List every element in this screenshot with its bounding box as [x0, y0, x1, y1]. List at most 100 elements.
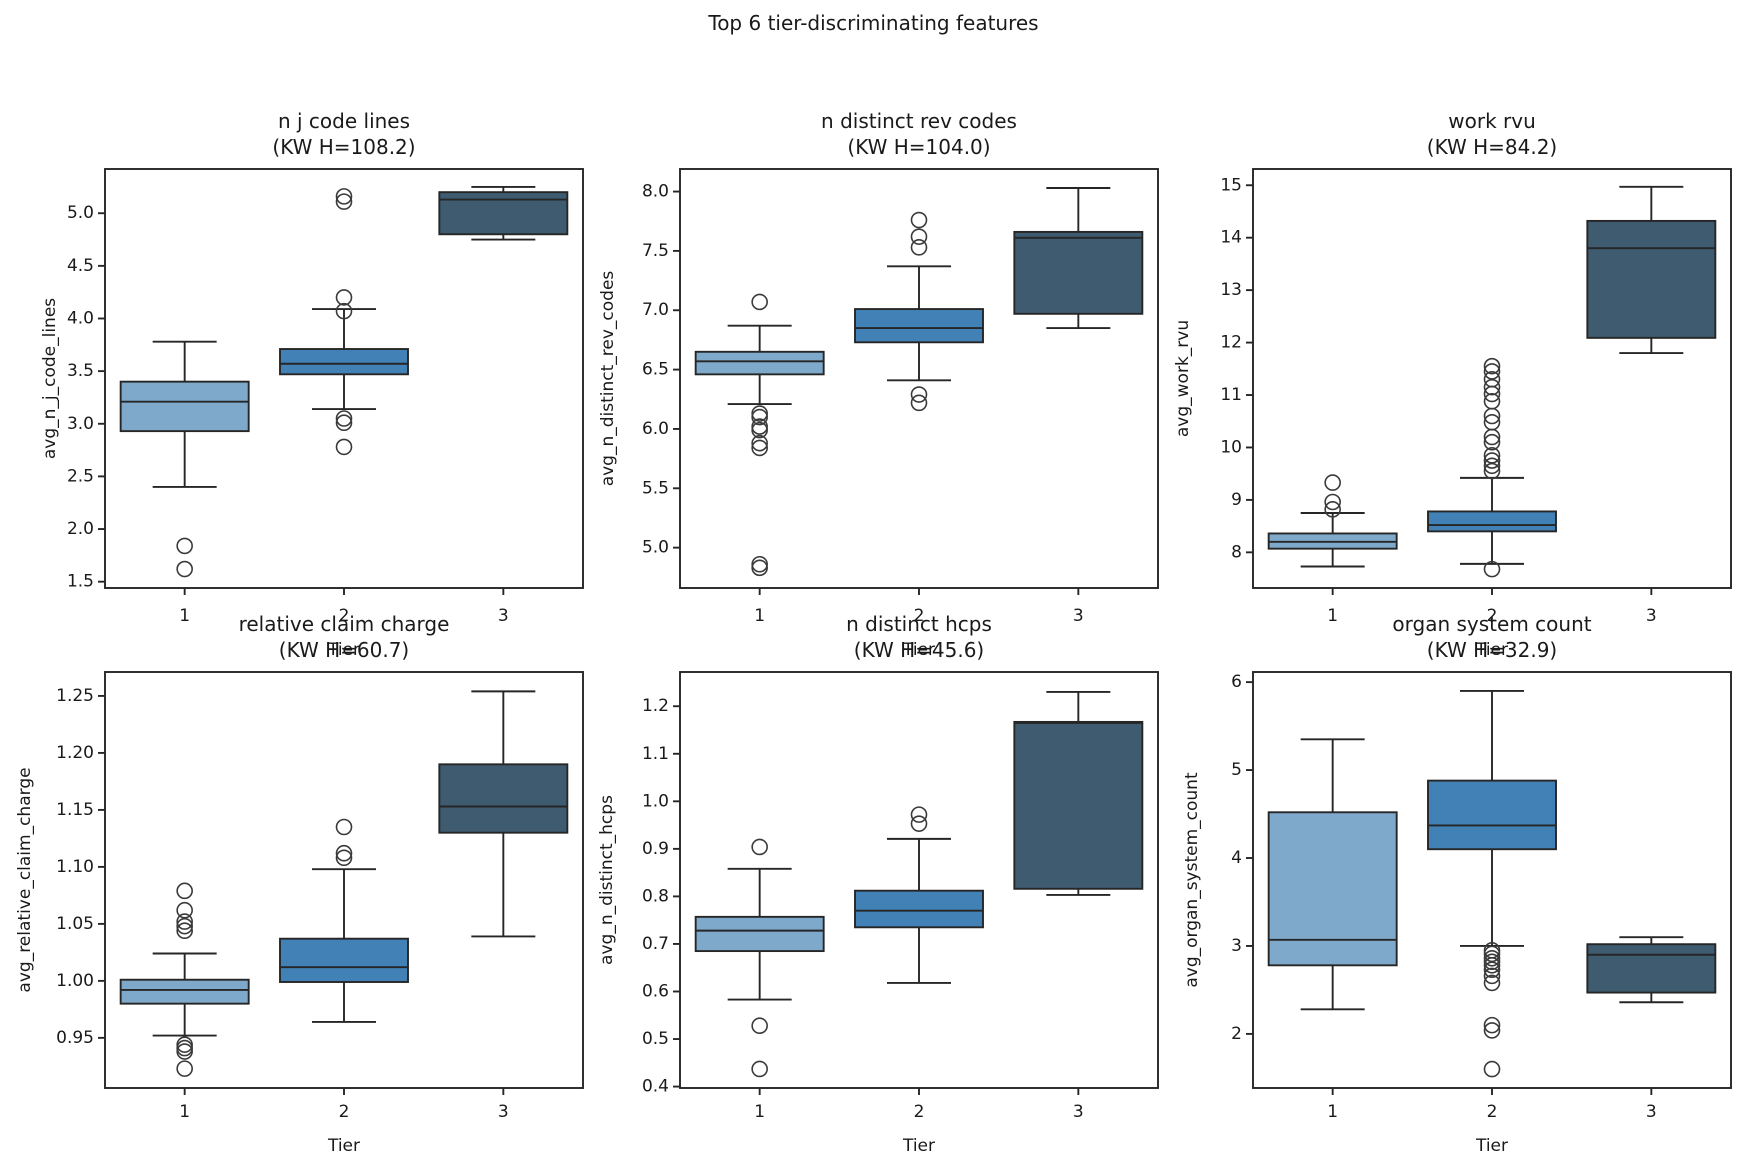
x-axis-label: Tier: [327, 1136, 360, 1156]
outlier-point: [1483, 462, 1501, 480]
box-tier-3: [438, 185, 569, 241]
x-tick-label-tier-3: 3: [498, 1102, 509, 1122]
y-tick-label: 6: [1231, 672, 1242, 692]
subplot-n-j-code-lines: n j code lines(KW H=108.2) 1.5 2.0 2.5 3.0 3.…: [40, 109, 584, 660]
box-tier-3: [1013, 691, 1144, 896]
outlier-point: [1324, 493, 1341, 511]
y-tick-label: 3: [1231, 936, 1242, 956]
outlier-point: [335, 438, 353, 456]
y-tick-label: 12: [1220, 333, 1242, 353]
box-tier-1: [694, 293, 825, 577]
x-axis-label: Tier: [1475, 640, 1508, 660]
iqr-box: [1586, 943, 1717, 994]
y-tick-label: 11: [1220, 385, 1242, 405]
iqr-box: [279, 348, 409, 376]
y-axis-label: avg_n_distinct_hcps: [597, 795, 617, 965]
y-tick-label: 4.0: [67, 308, 94, 328]
iqr-box: [694, 915, 825, 953]
x-axis-label: Tier: [902, 1136, 935, 1156]
outlier-point: [1483, 452, 1501, 469]
box-tier-2: [279, 188, 409, 456]
outlier-point: [751, 1060, 768, 1078]
y-tick-label: 7.0: [642, 300, 669, 320]
subplot-subtitle-kw-stat: (KW H=108.2): [272, 135, 415, 159]
y-tick-label: 1.1: [642, 744, 669, 764]
outlier-point: [1483, 457, 1501, 475]
outlier-point: [176, 913, 193, 930]
subplot-title: work rvu: [1448, 109, 1536, 133]
y-tick-label: 1.00: [56, 971, 94, 991]
iqr-box: [1013, 720, 1144, 890]
iqr-box: [1013, 230, 1144, 315]
x-tick-label-tier-1: 1: [1327, 1102, 1338, 1122]
subplot-subtitle-kw-stat: (KW H=45.6): [854, 638, 984, 662]
iqr-box: [694, 350, 825, 376]
subplot-subtitle-kw-stat: (KW H=60.7): [279, 638, 409, 662]
y-tick-label: 5.5: [642, 478, 669, 498]
subplot-subtitle-kw-stat: (KW H=104.0): [847, 135, 990, 159]
y-tick-label: 4.5: [67, 256, 94, 276]
subplot-n-distinct-rev-codes: n distinct rev codes(KW H=104.0) 5.0 5.5 6.…: [598, 109, 1159, 660]
x-axis-label: Tier: [1475, 1136, 1508, 1156]
x-tick-label-tier-2: 2: [339, 606, 350, 626]
outlier-point: [1483, 433, 1501, 451]
iqr-box: [1586, 219, 1717, 339]
subplot-organ-system-count: organ system count(KW H=32.9) 2 3 4 5 6 avg_or…: [1182, 612, 1732, 1156]
x-tick-label-tier-3: 3: [1073, 1102, 1084, 1122]
outlier-point: [910, 228, 928, 245]
outlier-point: [751, 439, 768, 457]
y-tick-label: 5.0: [67, 203, 94, 223]
outlier-point: [335, 188, 353, 205]
subplot-title: n distinct hcps: [846, 612, 992, 636]
iqr-box: [279, 937, 409, 983]
iqr-box: [119, 978, 250, 1005]
subplot-n-distinct-hcps: n distinct hcps(KW H=45.6) 0.4 0.5 0.6 0.7 0.…: [597, 612, 1159, 1156]
box-tier-1: [1267, 474, 1398, 568]
outlier-point: [176, 1060, 193, 1077]
y-tick-label: 0.9: [642, 839, 669, 859]
outlier-point: [910, 394, 928, 412]
outlier-point: [910, 211, 928, 229]
box-tier-3: [1586, 936, 1717, 1004]
x-tick-label-tier-3: 3: [1646, 606, 1657, 626]
y-tick-label: 0.7: [642, 934, 669, 954]
outlier-point: [910, 815, 928, 832]
outlier-point: [1483, 560, 1501, 578]
iqr-box: [854, 889, 984, 929]
outlier-point: [751, 434, 768, 452]
y-tick-label: 13: [1220, 280, 1242, 300]
x-tick-label-tier-1: 1: [179, 1102, 190, 1122]
x-tick-label-tier-1: 1: [754, 606, 765, 626]
box-tier-3: [1013, 187, 1144, 330]
iqr-box: [438, 763, 569, 834]
subplot-subtitle-kw-stat: (KW H=84.2): [1427, 135, 1557, 159]
outlier-point: [1483, 378, 1501, 396]
x-tick-label-tier-2: 2: [914, 1102, 925, 1122]
box-tier-2: [854, 211, 984, 412]
outlier-point: [1324, 474, 1341, 491]
outlier-point: [1483, 407, 1501, 425]
y-tick-label: 1.0: [642, 791, 669, 811]
y-tick-label: 7.5: [642, 241, 669, 261]
box-tier-1: [119, 882, 250, 1077]
outlier-point: [1483, 1016, 1501, 1034]
subplot-title: n j code lines: [278, 109, 410, 133]
y-tick-label: 9: [1231, 490, 1242, 510]
outlier-point: [1483, 974, 1501, 992]
y-tick-label: 3.0: [67, 414, 94, 434]
y-tick-label: 4: [1231, 848, 1242, 868]
box-tier-2: [279, 818, 409, 1023]
outlier-point: [751, 293, 768, 311]
y-tick-label: 1.25: [56, 686, 94, 706]
y-tick-label: 8: [1231, 542, 1242, 562]
y-tick-label: 1.2: [642, 696, 669, 716]
outlier-point: [176, 917, 193, 935]
y-axis-label: avg_n_distinct_rev_codes: [598, 271, 618, 487]
box-tier-1: [1267, 738, 1398, 1011]
x-tick-label-tier-2: 2: [1487, 1102, 1498, 1122]
outlier-point: [751, 555, 768, 573]
x-tick-label-tier-3: 3: [1646, 1102, 1657, 1122]
y-tick-label: 6.5: [642, 360, 669, 380]
y-tick-label: 1.10: [56, 857, 94, 877]
